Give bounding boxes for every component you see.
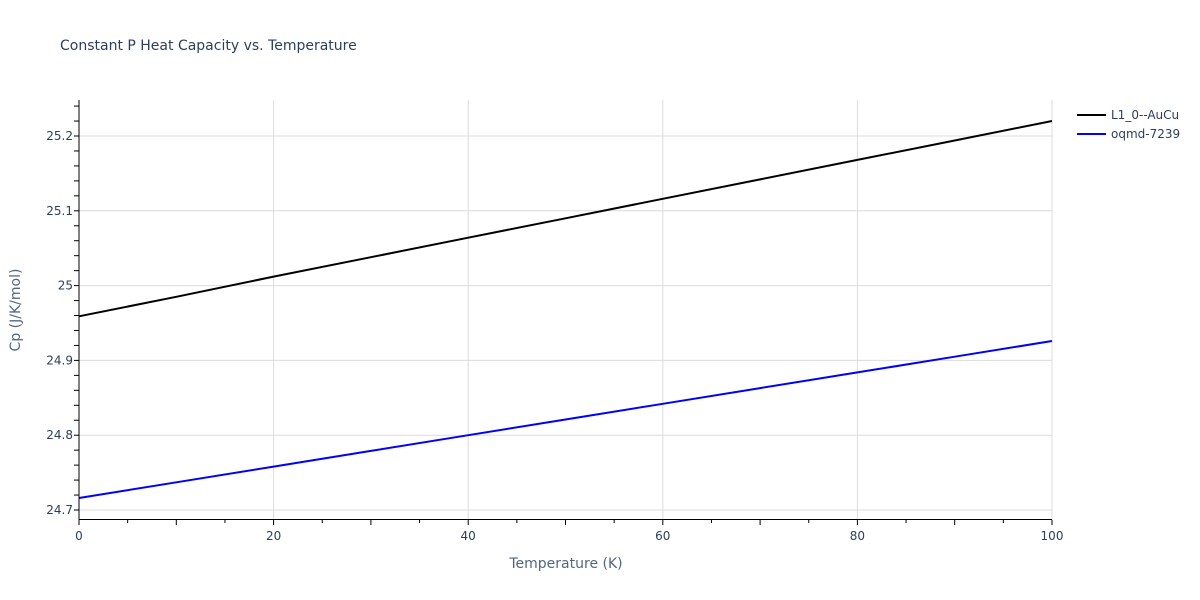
- series-line-oqmd-7239[interactable]: [78, 340, 1053, 499]
- chart-title: Constant P Heat Capacity vs. Temperature: [60, 38, 357, 54]
- x-tick-label: 0: [75, 529, 83, 543]
- y-tick-label: 24.7: [46, 503, 73, 517]
- x-axis-title: Temperature (K): [508, 556, 622, 572]
- legend: L1_0--AuCu oqmd-7239: [1077, 108, 1180, 141]
- y-axis-title: Cp (J/K/mol): [8, 269, 24, 352]
- y-gridlines: [79, 135, 1052, 511]
- y-tick-label: 25.1: [46, 204, 73, 218]
- x-tick-label: 20: [266, 529, 281, 543]
- x-tick-label: 100: [1041, 529, 1064, 543]
- x-axis-ticks: 0 20 40 60 80 100: [75, 520, 1063, 543]
- y-axis-ticks: 24.7 24.8 24.9 25 25.1 25.2: [46, 105, 79, 517]
- legend-item[interactable]: L1_0--AuCu: [1077, 108, 1179, 122]
- x-tick-label: 40: [461, 529, 476, 543]
- y-tick-label: 25: [58, 279, 73, 293]
- x-gridlines: [273, 100, 1053, 520]
- y-tick-label: 24.9: [46, 353, 73, 367]
- y-tick-label: 24.8: [46, 428, 73, 442]
- x-tick-label: 60: [655, 529, 670, 543]
- legend-label: oqmd-7239: [1111, 127, 1180, 141]
- legend-label: L1_0--AuCu: [1111, 108, 1179, 122]
- legend-item[interactable]: oqmd-7239: [1077, 127, 1180, 141]
- x-tick-label: 80: [850, 529, 865, 543]
- plot-area[interactable]: [78, 120, 1053, 499]
- series-line-L1_0--AuCu[interactable]: [78, 120, 1053, 318]
- y-tick-label: 25.2: [46, 129, 73, 143]
